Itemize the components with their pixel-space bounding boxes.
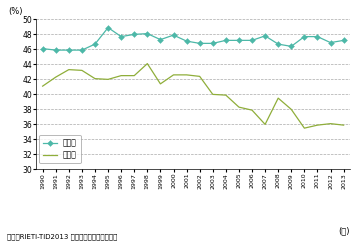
中間財 xyxy=(197,42,202,45)
最終財 xyxy=(53,76,58,79)
最終財 xyxy=(329,122,333,125)
最終財 xyxy=(67,68,71,71)
中間財 xyxy=(145,32,149,35)
中間財 xyxy=(315,35,319,38)
最終財 xyxy=(250,109,254,112)
最終財 xyxy=(171,73,176,76)
最終財 xyxy=(276,97,280,99)
中間財 xyxy=(342,39,346,42)
最終財 xyxy=(263,123,267,126)
中間財 xyxy=(329,41,333,44)
中間財 xyxy=(80,49,84,52)
最終財 xyxy=(224,94,228,97)
最終財 xyxy=(302,127,306,129)
中間財 xyxy=(250,39,254,42)
中間財 xyxy=(93,43,97,45)
Text: 資料：RIETI-TID2013 データベースから作成。: 資料：RIETI-TID2013 データベースから作成。 xyxy=(7,233,118,240)
最終財 xyxy=(315,124,319,127)
最終財 xyxy=(106,78,110,81)
最終財 xyxy=(145,62,149,65)
最終財 xyxy=(119,74,123,77)
中間財 xyxy=(171,34,176,37)
中間財 xyxy=(184,40,189,43)
最終財 xyxy=(197,75,202,78)
中間財 xyxy=(237,39,241,42)
中間財 xyxy=(132,33,136,36)
中間財 xyxy=(106,26,110,29)
最終財 xyxy=(40,85,45,88)
最終財 xyxy=(184,73,189,76)
Line: 最終財: 最終財 xyxy=(43,64,344,128)
最終財 xyxy=(237,106,241,109)
最終財 xyxy=(289,108,293,111)
中間財 xyxy=(276,43,280,45)
最終財 xyxy=(158,83,162,85)
Line: 中間財: 中間財 xyxy=(40,25,346,52)
Legend: 中間財, 最終財: 中間財, 最終財 xyxy=(39,135,81,163)
Text: (%): (%) xyxy=(8,7,22,16)
最終財 xyxy=(342,124,346,127)
中間財 xyxy=(67,49,71,52)
中間財 xyxy=(119,35,123,38)
中間財 xyxy=(224,39,228,42)
最終財 xyxy=(210,93,215,96)
最終財 xyxy=(132,74,136,77)
中間財 xyxy=(158,38,162,41)
中間財 xyxy=(53,49,58,52)
中間財 xyxy=(210,42,215,45)
Text: (年): (年) xyxy=(339,227,350,235)
中間財 xyxy=(302,35,306,38)
最終財 xyxy=(93,77,97,80)
中間財 xyxy=(289,45,293,48)
中間財 xyxy=(40,47,45,50)
最終財 xyxy=(80,69,84,72)
中間財 xyxy=(263,34,267,37)
